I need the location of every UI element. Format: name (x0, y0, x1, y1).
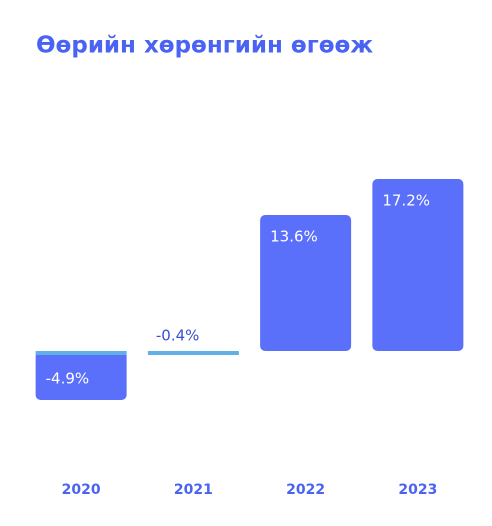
x-tick-label: 2022 (286, 482, 325, 498)
x-tick-label: 2023 (398, 482, 437, 498)
value-label: -4.9% (46, 370, 90, 388)
chart-title: Өөрийн хөрөнгийн өгөөж (36, 33, 373, 59)
value-label: -0.4% (156, 327, 200, 345)
x-tick-label: 2021 (174, 482, 213, 498)
value-label: 17.2% (382, 192, 430, 210)
bar (260, 215, 352, 351)
bar (372, 179, 464, 351)
value-label: 13.6% (270, 228, 318, 246)
x-tick-label: 2020 (62, 482, 101, 498)
bar (35, 351, 127, 400)
baseline-strip (35, 351, 127, 355)
baseline-strip (147, 351, 239, 355)
